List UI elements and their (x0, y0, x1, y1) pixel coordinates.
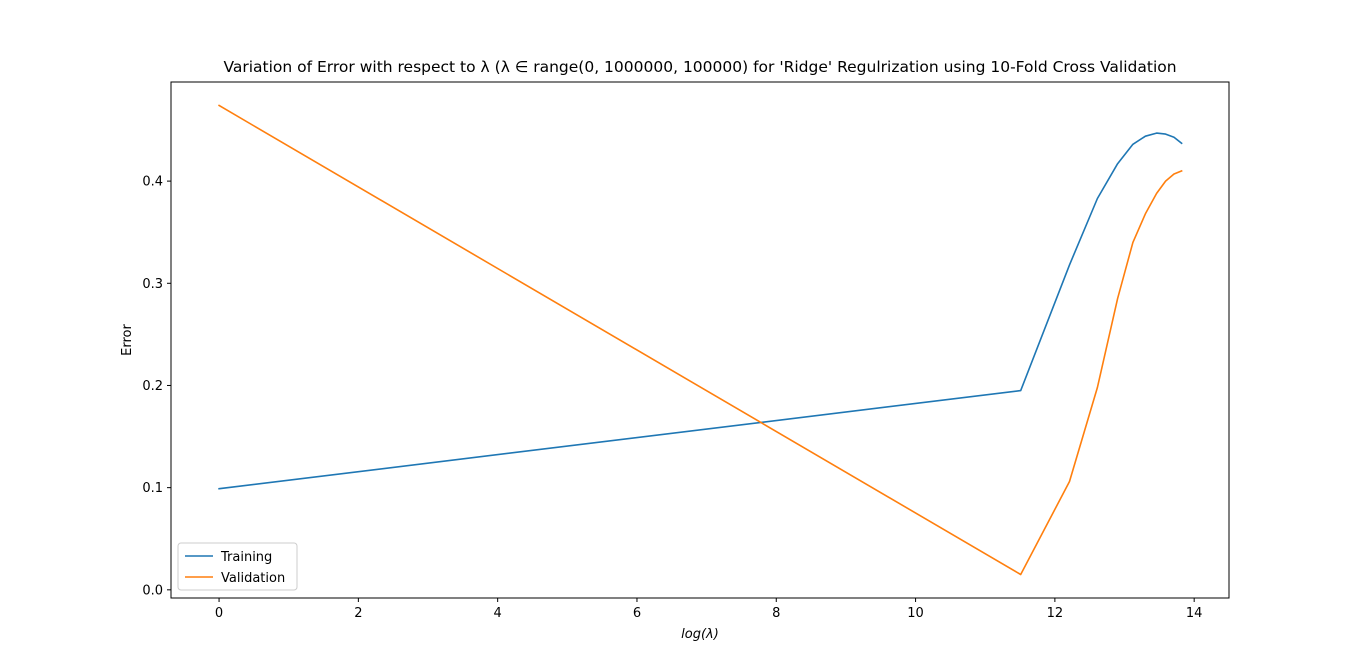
series-line-training (218, 132, 1183, 490)
y-tick-label: 0.0 (142, 583, 163, 598)
legend: Training Validation (177, 542, 298, 591)
y-axis-label: Error (120, 324, 135, 356)
x-tick-label: 6 (633, 606, 641, 621)
y-axis: 0.0 0.1 0.2 0.3 0.4 (142, 175, 171, 598)
legend-box (177, 542, 298, 591)
x-axis: 0 2 4 6 8 10 12 14 (215, 598, 1203, 621)
x-tick-label: 14 (1186, 606, 1203, 621)
chart-title: Variation of Error with respect to λ (λ … (223, 58, 1176, 76)
y-tick-label: 0.2 (142, 379, 163, 394)
axes-frame (170, 81, 1230, 599)
legend-label-training: Training (220, 550, 272, 565)
x-tick-label: 8 (772, 606, 780, 621)
x-tick-label: 2 (354, 606, 362, 621)
x-tick-label: 4 (494, 606, 502, 621)
x-axis-label: log(λ) (681, 627, 719, 642)
legend-label-validation: Validation (221, 571, 285, 586)
plot-area (218, 104, 1183, 576)
series-line-validation (218, 104, 1183, 576)
x-tick-label: 10 (907, 606, 924, 621)
y-tick-label: 0.3 (142, 277, 163, 292)
y-tick-label: 0.4 (142, 175, 163, 190)
x-tick-label: 12 (1047, 606, 1064, 621)
y-tick-label: 0.1 (142, 481, 163, 496)
x-tick-label: 0 (215, 606, 223, 621)
